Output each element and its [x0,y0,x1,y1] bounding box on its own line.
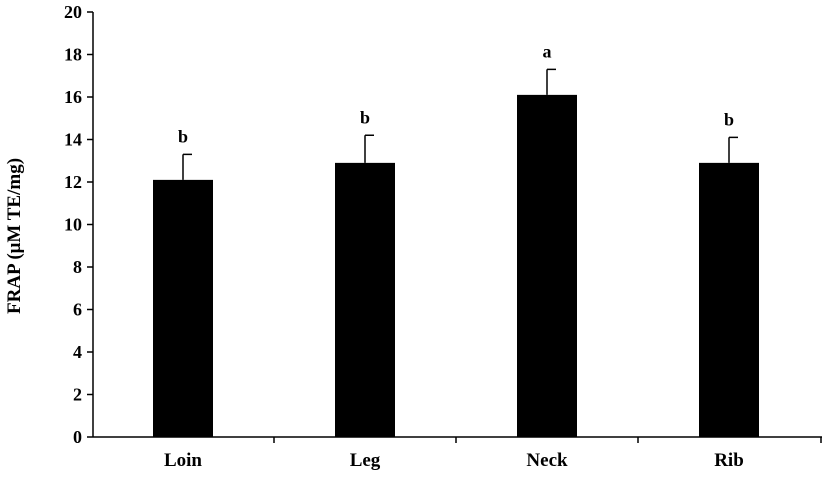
significance-letter-loin: b [178,126,188,146]
significance-letter-neck: a [543,41,552,61]
y-tick-label: 4 [73,342,82,362]
x-ticks-layer: Loin Leg Neck Rib [164,437,822,471]
x-tick-label-rib: Rib [714,450,744,471]
y-ticks-layer: 0 2 4 6 8 10 12 14 16 18 20 [64,2,93,447]
bar-neck [517,94,577,437]
y-tick-label: 6 [73,300,82,320]
significance-letters-layer: b b a b [178,41,734,146]
x-tick-label-leg: Leg [350,450,381,471]
bars-layer [153,94,759,437]
y-tick-label: 2 [73,385,82,405]
bar-loin [153,179,213,437]
y-tick-label: 14 [64,130,82,150]
y-axis-label: FRAP (μM TE/mg) [4,158,25,314]
y-tick-label: 20 [64,2,82,22]
y-tick-label: 16 [64,87,82,107]
significance-letter-leg: b [360,107,370,127]
bar-leg [335,162,395,437]
y-tick-label: 0 [73,427,82,447]
y-tick-label: 12 [64,172,82,192]
y-tick-label: 10 [64,215,82,235]
x-tick-label-loin: Loin [164,450,202,471]
significance-letter-rib: b [724,109,734,129]
y-tick-label: 18 [64,45,82,65]
x-tick-label-neck: Neck [526,450,568,471]
bar-rib [699,162,759,437]
error-bars-layer [182,68,738,180]
y-tick-label: 8 [73,257,82,277]
